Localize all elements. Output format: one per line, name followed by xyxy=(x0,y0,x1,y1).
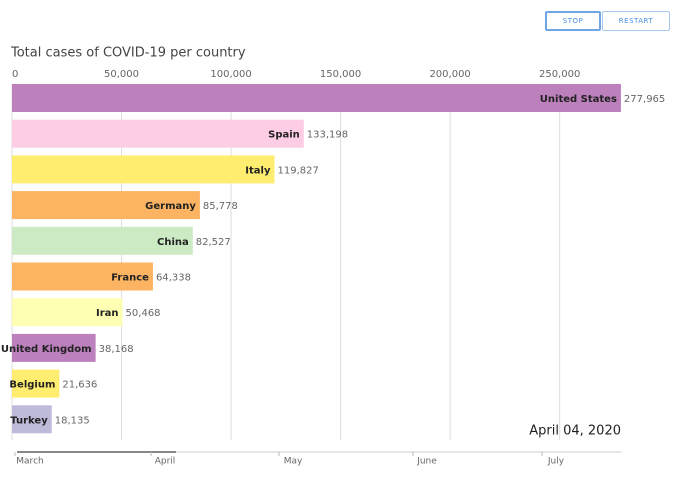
bar-label: Turkey xyxy=(10,415,48,426)
timeline-label: May xyxy=(284,457,303,467)
bar-label: France xyxy=(111,273,149,284)
value-label: 50,468 xyxy=(126,308,161,319)
timeline-label: June xyxy=(416,457,437,467)
x-tick-label: 100,000 xyxy=(210,69,251,80)
bar xyxy=(12,333,96,362)
bar xyxy=(12,119,304,148)
value-label: 277,965 xyxy=(624,94,665,105)
bar-label: United States xyxy=(540,94,617,105)
value-label: 85,778 xyxy=(203,201,238,212)
timeline-label: April xyxy=(155,457,176,467)
bar-label: United Kingdom xyxy=(1,344,92,355)
bar-label: China xyxy=(157,237,189,248)
value-label: 64,338 xyxy=(156,273,191,284)
bar-label: Spain xyxy=(268,130,300,141)
bar xyxy=(12,369,60,398)
x-tick-label: 0 xyxy=(12,69,18,80)
date-label: April 04, 2020 xyxy=(529,424,621,439)
bar xyxy=(12,298,123,327)
bar xyxy=(12,84,621,112)
x-tick-label: 150,000 xyxy=(320,69,361,80)
bar xyxy=(12,405,52,434)
bar-label: Belgium xyxy=(9,380,55,391)
restart-button[interactable]: RESTART xyxy=(602,11,670,31)
value-label: 133,198 xyxy=(307,130,348,141)
stop-button[interactable]: STOP xyxy=(545,11,601,31)
bar xyxy=(12,226,193,255)
chart-title: Total cases of COVID-19 per country xyxy=(10,46,246,61)
bar xyxy=(12,262,153,291)
value-label: 38,168 xyxy=(99,344,134,355)
bar-label: Italy xyxy=(245,165,271,176)
bar xyxy=(12,191,200,220)
value-label: 21,636 xyxy=(62,380,97,391)
bar xyxy=(12,155,275,184)
x-tick-label: 50,000 xyxy=(104,69,139,80)
bar-label: Germany xyxy=(145,201,196,212)
bar-label: Iran xyxy=(96,308,119,319)
x-tick-label: 250,000 xyxy=(539,69,580,80)
x-tick-label: 200,000 xyxy=(429,69,470,80)
value-label: 82,527 xyxy=(196,237,231,248)
timeline-label: March xyxy=(16,457,43,467)
timeline-label: July xyxy=(547,457,565,467)
value-label: 119,827 xyxy=(277,165,318,176)
value-label: 18,135 xyxy=(55,415,90,426)
